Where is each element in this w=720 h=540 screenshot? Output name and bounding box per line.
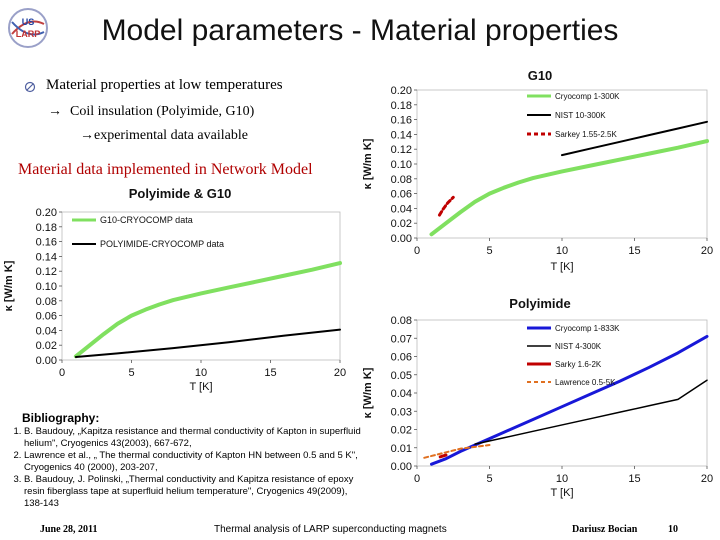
chart-polyimide-g10: Polyimide & G10 0.00 0.02 0.04 0.06 0.08 0.10 0… [3,186,346,393]
y-tick-label: 0.06 [391,352,412,364]
y-tick-label: 0.18 [36,222,57,234]
bibliography-list: B. Baudouy, „Kapitza resistance and ther… [4,426,364,510]
x-tick-label: 15 [628,473,640,485]
legend-label: G10-CRYOCOMP data [100,215,193,225]
y-tick-label: 0.08 [36,296,57,308]
y-tick-label: 0.07 [391,333,412,345]
bullet-exp-data: →experimental data available [80,128,248,143]
y-tick-label: 0.05 [391,370,412,382]
x-tick-label: 15 [264,367,276,379]
bullet-sub: Coil insulation (Polyimide, G10) [70,104,255,119]
plot-area [416,319,708,467]
y-tick-label: 0.10 [391,159,412,171]
series-line [429,139,709,237]
slide-title: Model parameters - Material properties [101,14,619,47]
y-axis-label: κ [W/m K] [362,138,374,189]
y-tick-label: 0.08 [391,315,412,327]
legend-label: Cryocomp 1-300K [555,92,620,101]
x-tick-label: 10 [556,473,568,485]
plot-area [416,89,708,239]
footer-date: June 28, 2011 [40,524,98,535]
logo-text-larp: LARP [16,29,41,39]
plot-area [61,211,341,361]
larp-logo-icon: US LARP [6,6,50,50]
legend-label: Cryocomp 1-833K [555,324,620,333]
y-tick-label: 0.10 [36,281,57,293]
y-tick-label: 0.06 [391,189,412,201]
bibliography-item: Lawrence et al., „ The thermal conductiv… [24,450,364,474]
legend-label: Sarky 1.6-2K [555,360,602,369]
series-line [438,453,448,459]
x-tick-label: 20 [701,245,713,257]
y-tick-label: 0.04 [391,388,412,400]
y-tick-label: 0.04 [391,203,412,215]
chart-title: G10 [528,68,553,83]
chart-g10: G10 0.00 0.02 0.04 0.06 0.08 0.10 0.12 0.14 0.16 0… [362,68,713,273]
series-line [437,195,455,217]
x-tick-label: 5 [486,245,492,257]
legend-label: Sarkey 1.55-2.5K [555,130,617,139]
x-tick-label: 0 [414,473,420,485]
x-axis-label: T [K] [550,261,573,273]
network-model-heading: Material data implemented in Network Mod… [18,161,313,178]
y-tick-label: 0.02 [36,340,57,352]
logo-text-us: US [22,17,35,27]
series-line [423,444,491,459]
footer-center-text: Thermal analysis of LARP superconducting… [214,524,447,535]
y-tick-label: 0.16 [36,237,57,249]
chart-title: Polyimide [509,296,570,311]
y-tick-label: 0.03 [391,406,412,418]
series-line [74,328,341,359]
bibliography-title: Bibliography: [22,411,100,425]
y-tick-label: 0.06 [36,311,57,323]
y-axis-label: κ [W/m K] [3,260,15,311]
y-tick-label: 0.20 [391,85,412,97]
x-tick-label: 20 [334,367,346,379]
legend-label: POLYIMIDE-CRYOCOMP data [100,239,224,249]
y-tick-label: 0.00 [391,461,412,473]
x-tick-label: 0 [414,245,420,257]
y-tick-label: 0.20 [36,207,57,219]
x-tick-label: 10 [556,245,568,257]
chart-title: Polyimide & G10 [129,186,232,201]
bibliography-item: B. Baudouy, „Kapitza resistance and ther… [24,426,364,450]
y-tick-label: 0.12 [391,144,412,156]
bibliography-item: B. Baudouy, J. Polinski, „Thermal conduc… [24,474,364,510]
x-axis-label: T [K] [189,381,212,393]
legend-label: NIST 10-300K [555,111,606,120]
series-line [73,261,342,359]
y-tick-label: 0.00 [36,355,57,367]
y-axis-label: κ [W/m K] [362,367,374,418]
x-tick-label: 0 [59,367,65,379]
x-tick-label: 10 [195,367,207,379]
y-tick-label: 0.18 [391,100,412,112]
y-tick-label: 0.08 [391,174,412,186]
y-tick-label: 0.16 [391,115,412,127]
y-tick-label: 0.00 [391,233,412,245]
bullet-sub-arrow: → [48,104,62,119]
y-tick-label: 0.04 [36,325,57,337]
circle-slash-icon [24,80,36,98]
footer-author: Dariusz Bocian [572,524,638,535]
x-tick-label: 5 [128,367,134,379]
x-axis-label: T [K] [550,487,573,499]
footer-page-number: 10 [668,524,678,535]
legend-label: NIST 4-300K [555,342,602,351]
y-tick-label: 0.14 [391,129,412,141]
x-tick-label: 20 [701,473,713,485]
y-tick-label: 0.12 [36,266,57,278]
y-tick-label: 0.14 [36,251,57,263]
x-tick-label: 15 [628,245,640,257]
y-tick-label: 0.01 [391,443,412,455]
series-line [561,120,708,157]
chart-polyimide: Polyimide 0.00 0.01 0.02 0.03 0.04 0.05 0.06 0.0… [362,296,713,499]
legend-label: Lawrence 0.5-5K [555,378,616,387]
series-line [430,334,709,466]
bullet-main: Material properties at low temperatures [46,77,283,93]
x-tick-label: 5 [486,473,492,485]
y-tick-label: 0.02 [391,218,412,230]
series-line [474,379,708,445]
y-tick-label: 0.02 [391,425,412,437]
